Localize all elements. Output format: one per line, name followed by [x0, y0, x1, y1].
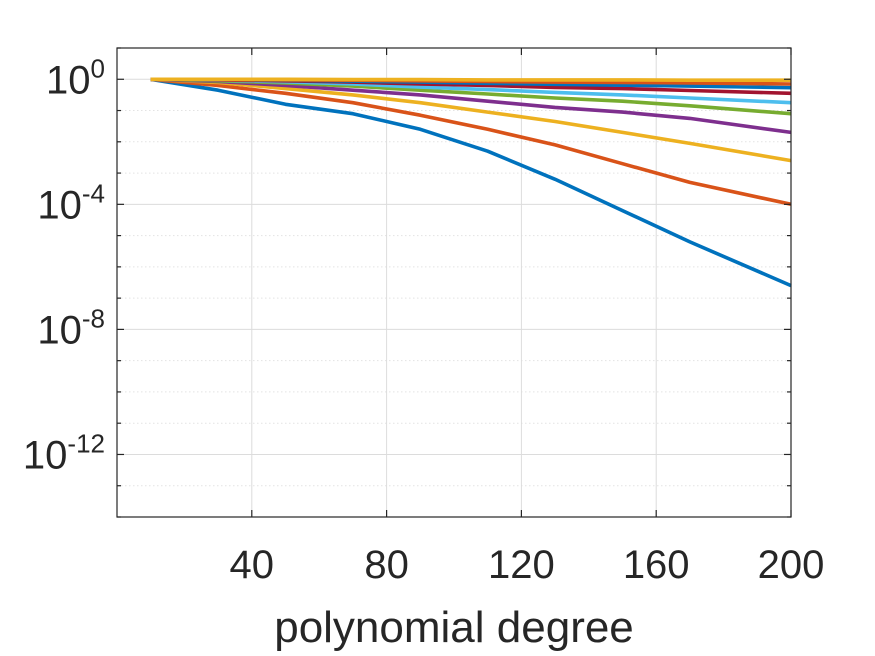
series-line-3: [150, 77, 792, 163]
ticks: [117, 47, 792, 518]
y-tick-exponent: -4: [82, 178, 105, 208]
x-tick-labels: 40 80 120 160 200: [230, 543, 825, 587]
series-lines: [150, 77, 792, 288]
axes-box: [116, 47, 792, 518]
x-axis-title: polynomial degree: [274, 603, 634, 652]
y-tick-exponent: -12: [67, 428, 105, 458]
x-tick-label: 40: [230, 543, 275, 587]
y-tick-base: 10: [23, 433, 68, 477]
x-tick-label: 160: [623, 543, 690, 587]
series-line-10: [150, 77, 791, 82]
y-tick-exponent: -8: [82, 303, 105, 333]
y-tick-base: 10: [37, 183, 82, 227]
series-line-2: [150, 77, 792, 207]
series-line-1: [150, 77, 792, 288]
y-tick-base: 10: [46, 58, 91, 102]
y-tick-label: 100: [46, 53, 105, 102]
y-tick-base: 10: [37, 308, 82, 352]
x-tick-label: 120: [488, 543, 555, 587]
y-tick-exponent: 0: [91, 53, 105, 83]
x-tick-label: 200: [758, 543, 825, 587]
y-tick-label: 10-8: [37, 303, 105, 352]
x-tick-label: 80: [364, 543, 409, 587]
y-tick-label: 10-4: [37, 178, 105, 227]
y-tick-label: 10-12: [23, 428, 105, 477]
